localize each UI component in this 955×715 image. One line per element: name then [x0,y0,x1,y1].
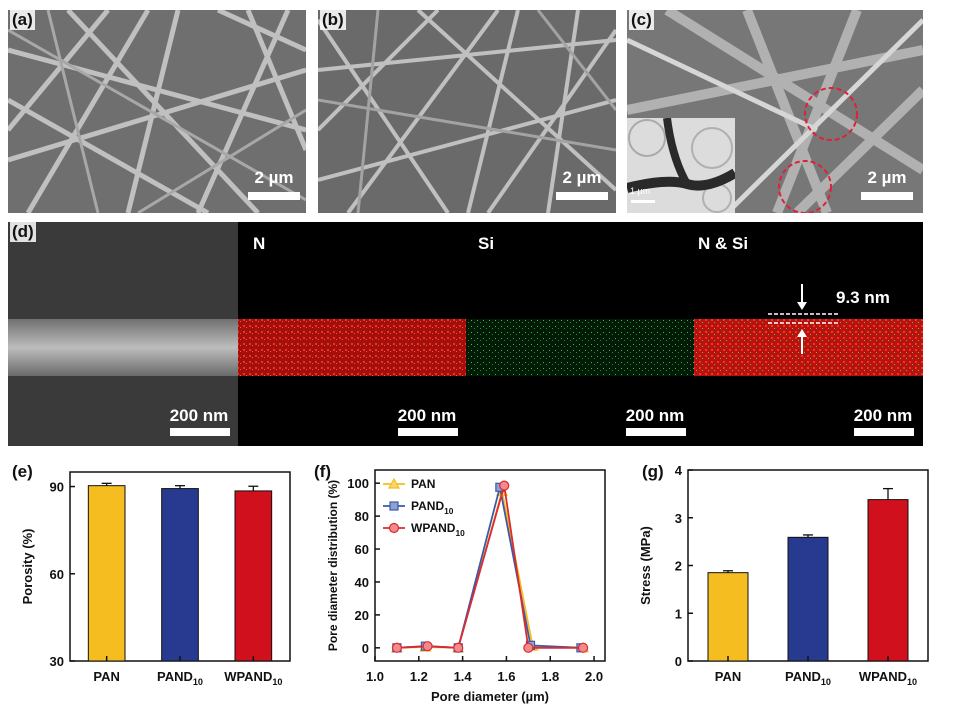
panel-label-a: (a) [10,10,35,30]
x-tick-label: 1.0 [366,669,384,684]
tem-inset: 1 µm [627,117,738,213]
scale-bar-d1 [170,428,230,436]
scale-bar-c [861,192,913,200]
y-tick-label: 90 [50,480,64,495]
y-tick-label: 3 [675,511,682,526]
scale-bar-b [556,192,608,200]
y-tick-label: 4 [675,463,683,478]
sem-image-c [627,10,923,213]
element-label-n-si: N & Si [698,234,749,253]
panel-label-d: (d) [10,222,36,242]
data-point [523,642,534,653]
x-tick-label: 1.8 [541,669,559,684]
highlight-circle [778,160,832,213]
chart-stress: 0 1 2 3 4 PAN PAND10 WPAND10 Stress (MPa) [638,463,929,687]
x-tick-label: PAND10 [785,669,831,687]
y-tick-label: 80 [355,509,369,524]
y-tick-label: 30 [50,654,64,669]
scale-label-b: 2 µm [562,168,602,187]
panel-label-e: (e) [12,462,33,481]
x-tick-label: PAN [715,669,741,684]
bar [87,485,126,662]
legend-label: PAND10 [411,499,454,516]
element-label-si: Si [478,234,495,253]
element-label-n: N [253,234,266,253]
legend-label: PAN [411,477,435,491]
legend-label: WPAND10 [411,521,465,538]
scale-bar-d3 [626,428,686,436]
scale-bar-d4 [854,428,914,436]
legend-marker [387,477,401,489]
tem-inset-image [627,117,738,213]
x-tick-label: PAN [93,669,119,684]
data-point [422,641,433,652]
scale-label-a: 2 µm [254,168,294,187]
panel-label-c: (c) [629,10,654,30]
bar [707,572,749,662]
x-tick-label: PAND10 [157,669,203,687]
chart-pore-distribution: 0 20 40 60 80 100 1.0 1.2 1.4 1.6 1.8 2.0 PAN PAND10 W… [326,469,606,704]
y-axis-label: Porosity (%) [20,529,35,605]
data-point [391,642,403,653]
x-tick-label: WPAND10 [224,669,282,687]
x-tick-label: 1.4 [454,669,473,684]
data-point [453,642,464,653]
panel-label-b: (b) [320,10,346,30]
bar [161,488,199,662]
y-tick-label: 20 [355,608,369,623]
eds-image [8,222,923,446]
data-point [577,642,589,653]
series-line [396,485,584,649]
x-axis-label: Pore diameter (µm) [431,689,549,704]
bar [867,499,909,662]
scale-label-d3: 200 nm [625,406,685,425]
inset-scale-bar [631,200,655,203]
eds-panel-d: (d) N Si N & Si 9.3 nm 200 nm 200 nm 200… [8,222,923,446]
scale-label-d1: 200 nm [169,406,229,425]
panel-label-g: (g) [642,462,664,481]
sem-panel-c: 1 µm (c) 2 µm [627,10,923,213]
bar [787,536,829,662]
legend-marker [389,501,399,511]
scale-label-c: 2 µm [867,168,907,187]
y-tick-label: 0 [362,641,369,656]
chart-porosity: 30 60 90 PAN PAND10 WPAND10 Porosity (%) [20,471,291,687]
sem-image-b [318,10,616,213]
panel-label-f: (f) [314,462,331,481]
bar [234,490,273,662]
y-tick-label: 0 [675,654,682,669]
y-tick-label: 100 [347,476,369,491]
legend-marker [388,522,400,534]
sem-image-a [8,10,306,213]
sem-panel-a: (a) 2 µm [8,10,306,213]
highlight-circle [804,87,858,141]
y-axis-label: Pore diameter distribution (%) [326,480,340,651]
y-tick-label: 60 [50,567,64,582]
sem-panel-b: (b) 2 µm [318,10,616,213]
y-tick-label: 60 [355,542,369,557]
x-tick-label: 1.2 [410,669,428,684]
series-line [396,491,584,649]
scale-bar-d2 [398,428,458,436]
y-axis-label: Stress (MPa) [638,526,653,605]
thickness-label: 9.3 nm [836,288,890,307]
scale-label-d2: 200 nm [397,406,457,425]
data-point [499,480,510,491]
scale-bar-a [248,192,300,200]
inset-scale-label: 1 µm [630,186,651,196]
x-tick-label: WPAND10 [859,669,917,687]
plot-frame [374,469,606,662]
scale-label-d4: 200 nm [853,406,913,425]
y-tick-label: 1 [675,606,682,621]
y-tick-label: 40 [355,575,369,590]
x-tick-label: 1.6 [497,669,515,684]
x-tick-label: 2.0 [585,669,603,684]
y-tick-label: 2 [675,559,682,574]
